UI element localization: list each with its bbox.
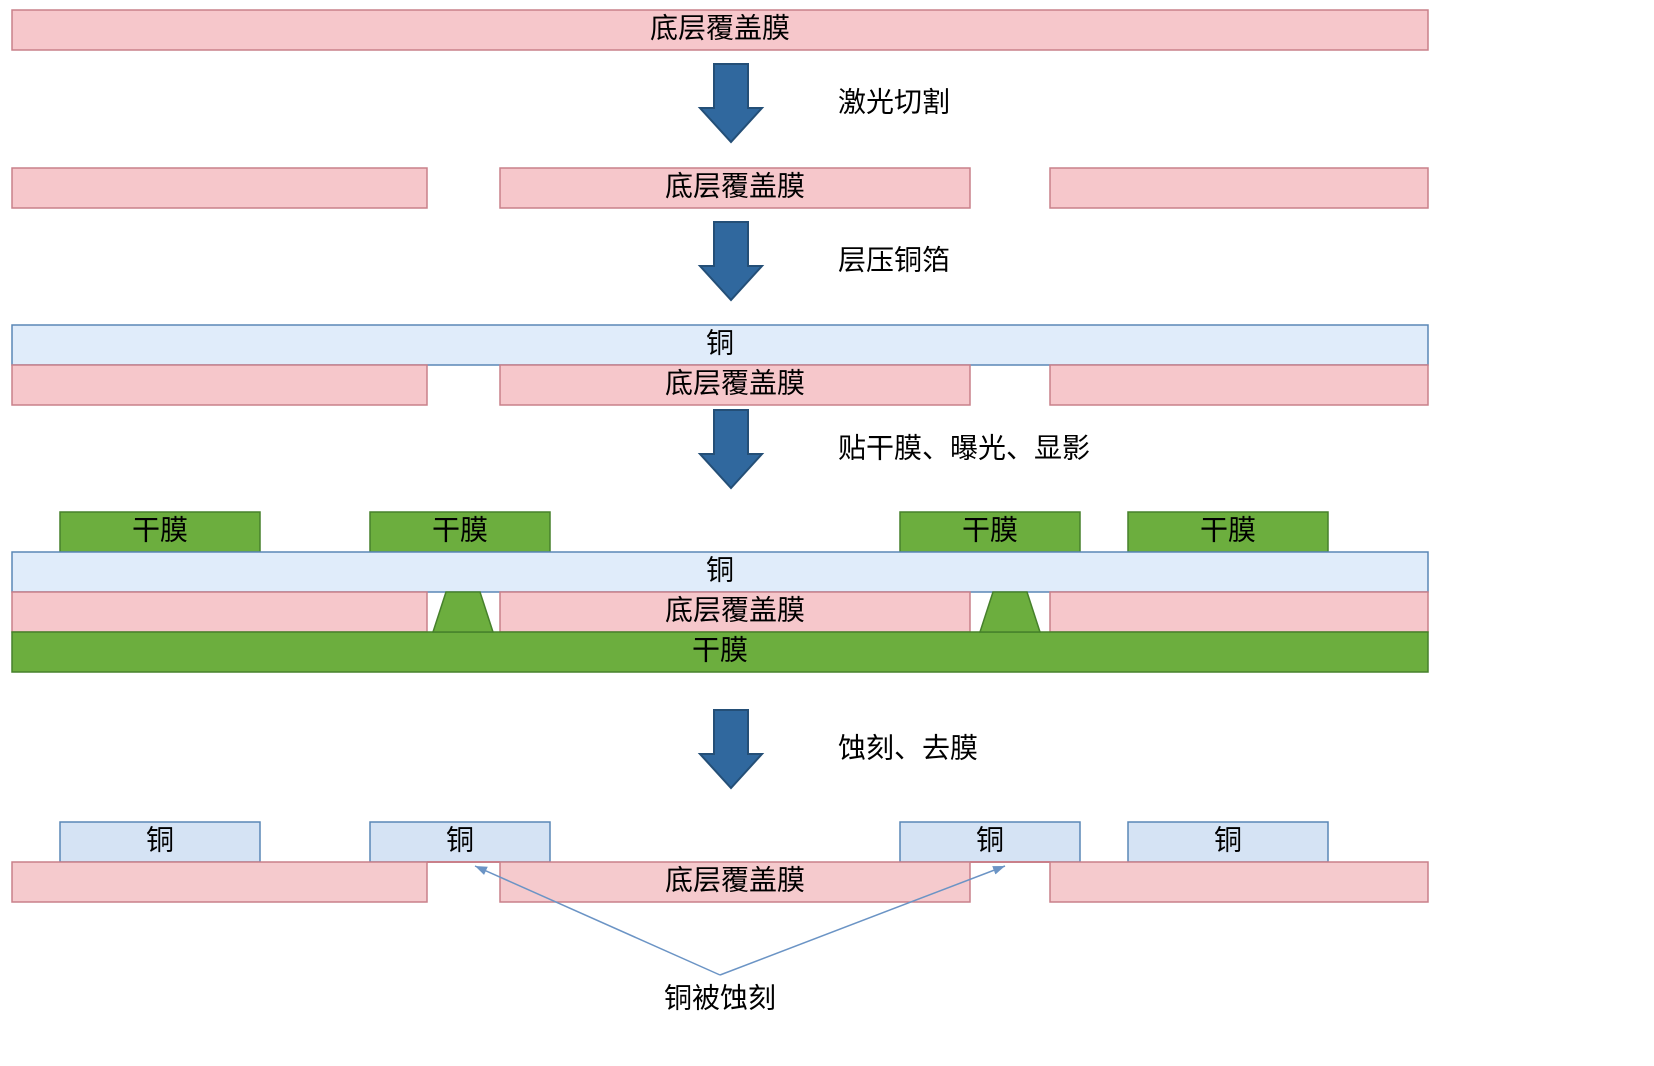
process-step-label: 激光切割 [838,86,950,117]
layer-rect [1050,862,1428,902]
layer-rect [12,168,427,208]
layer-label: 干膜 [692,634,748,665]
layer-rect [1050,365,1428,405]
process-arrow [700,64,762,142]
layer-label: 干膜 [432,514,488,545]
process-arrow [700,710,762,788]
dryfilm-plug [433,592,493,632]
layer-label: 铜 [706,554,734,585]
layer-rect [12,592,427,632]
process-step-label: 层压铜箔 [838,244,950,275]
layer-label: 干膜 [1200,514,1256,545]
process-arrow [700,410,762,488]
layer-label: 铜 [976,824,1004,855]
layer-label: 底层覆盖膜 [650,12,790,43]
layer-label: 底层覆盖膜 [665,170,805,201]
layer-label: 干膜 [962,514,1018,545]
layer-label: 铜 [446,824,474,855]
process-step-label: 贴干膜、曝光、显影 [838,432,1090,463]
layer-rect [12,365,427,405]
process-step-label: 蚀刻、去膜 [838,732,978,763]
dryfilm-plug [980,592,1040,632]
layer-label: 铜 [1214,824,1242,855]
layer-label: 底层覆盖膜 [665,594,805,625]
layer-rect [1050,168,1428,208]
process-arrow [700,222,762,300]
layer-rect [1050,592,1428,632]
layer-label: 干膜 [132,514,188,545]
layer-label: 底层覆盖膜 [665,367,805,398]
layer-rect [12,862,427,902]
callout-label: 铜被蚀刻 [664,982,776,1013]
layer-label: 底层覆盖膜 [665,864,805,895]
layer-label: 铜 [706,327,734,358]
layer-label: 铜 [146,824,174,855]
